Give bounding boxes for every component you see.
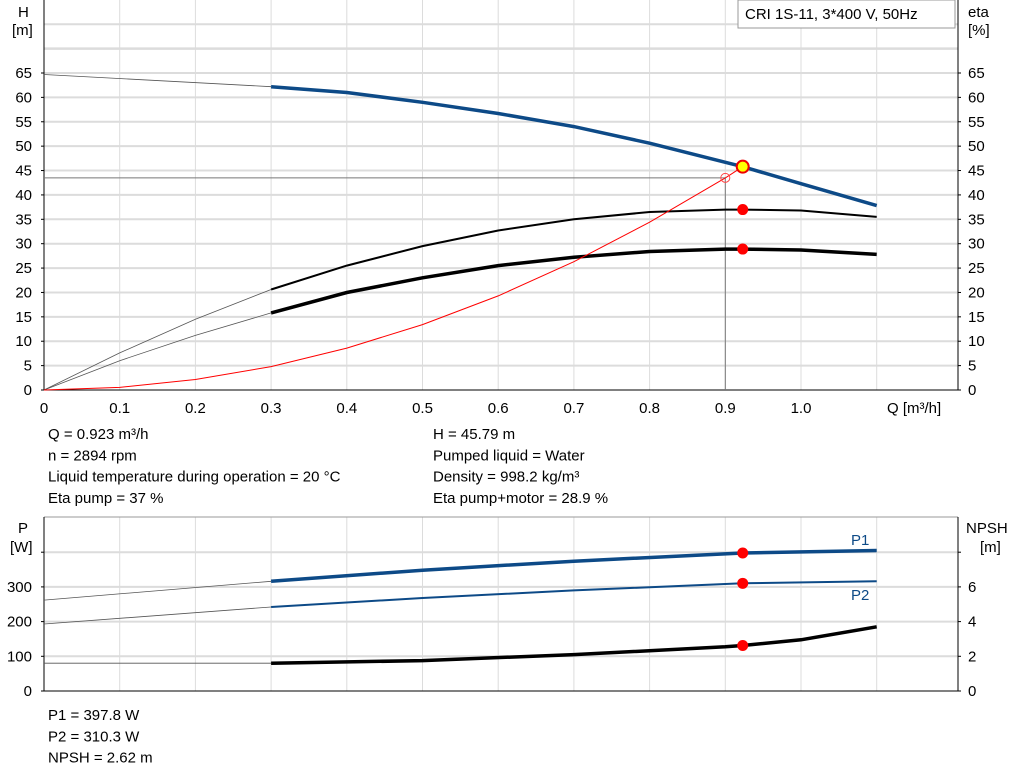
p1-curve-thin <box>43 580 272 601</box>
info-text: Eta pump = 37 % <box>48 490 164 507</box>
eta-pump-motor-point <box>737 243 749 255</box>
info-text: Liquid temperature during operation = 20… <box>48 469 341 486</box>
y-tick-label: 55 <box>15 114 32 131</box>
y-tick-label: 25 <box>15 260 32 277</box>
p2-curve-thin <box>43 606 272 625</box>
x-tick-label: 1.0 <box>791 400 812 417</box>
y-tick-label: 0 <box>24 382 32 399</box>
npsh-axis-label: NPSH <box>966 520 1008 537</box>
info-text: Q = 0.923 m³/h <box>48 426 148 443</box>
x-tick-label: 0.6 <box>488 400 509 417</box>
y-tick-label: 50 <box>15 138 32 155</box>
npsh-curve <box>271 625 877 665</box>
y2-tick-label: 30 <box>968 236 985 253</box>
x-tick-label: 0.5 <box>412 400 433 417</box>
y2-axis-label: eta <box>968 4 990 21</box>
npsh-tick-label: 6 <box>968 579 976 596</box>
x-tick-label: 0.8 <box>639 400 660 417</box>
info-text: Pumped liquid = Water <box>433 447 585 464</box>
eta-pump-curve-thin <box>43 289 272 391</box>
y2-tick-label: 65 <box>968 65 985 82</box>
info-text: H = 45.79 m <box>433 426 515 443</box>
p2-curve <box>271 580 877 608</box>
y-tick-label: 15 <box>15 309 32 326</box>
y2-tick-label: 45 <box>968 163 985 180</box>
eta-pump-motor-curve <box>270 247 877 315</box>
p-axis-label: P <box>18 520 28 537</box>
p-axis-unit: [W] <box>10 539 33 556</box>
info-text: Density = 998.2 kg/m³ <box>433 469 579 486</box>
info-text: n = 2894 rpm <box>48 447 137 464</box>
y2-tick-label: 0 <box>968 382 976 399</box>
title-box <box>737 0 956 29</box>
y2-tick-label: 35 <box>968 211 985 228</box>
info-text: Eta pump+motor = 28.9 % <box>433 490 608 507</box>
p-tick-label: 0 <box>24 683 32 700</box>
y-axis-label: H <box>18 4 29 21</box>
eta-pump-point <box>737 204 749 216</box>
reference-point-marker <box>720 172 731 183</box>
npsh-tick-label: 2 <box>968 648 976 665</box>
H-curve <box>270 84 878 208</box>
npsh-operating-point <box>737 640 749 652</box>
x-tick-label: 0.4 <box>336 400 357 417</box>
x-axis-label: Q [m³/h] <box>887 400 941 417</box>
y2-tick-label: 15 <box>968 309 985 326</box>
info-text: P2 = 310.3 W <box>48 728 140 745</box>
y2-tick-label: 55 <box>968 114 985 131</box>
x-tick-label: 0.2 <box>185 400 206 417</box>
npsh-tick-label: 0 <box>968 683 976 700</box>
x-tick-label: 0 <box>40 400 48 417</box>
p1-curve <box>270 548 877 584</box>
npsh-axis-unit: [m] <box>980 539 1001 556</box>
p-tick-label: 200 <box>7 614 32 631</box>
x-tick-label: 0.9 <box>715 400 736 417</box>
y-tick-label: 65 <box>15 65 32 82</box>
y-tick-label: 35 <box>15 211 32 228</box>
y2-axis-unit: [%] <box>968 22 990 39</box>
p-tick-label: 300 <box>7 579 32 596</box>
x-tick-label: 0.1 <box>109 400 130 417</box>
system-curve-curve <box>43 166 743 391</box>
y-tick-label: 20 <box>15 284 32 301</box>
y2-tick-label: 5 <box>968 358 976 375</box>
info-text: P1 = 397.8 W <box>48 707 140 724</box>
y-tick-label: 40 <box>15 187 32 204</box>
y-tick-label: 5 <box>24 358 32 375</box>
operating-point-marker <box>735 159 750 174</box>
p1-operating-point <box>737 547 749 559</box>
info-text: NPSH = 2.62 m <box>48 750 153 767</box>
y2-tick-label: 20 <box>968 284 985 301</box>
y2-tick-label: 10 <box>968 333 985 350</box>
H-curve-thin <box>43 74 272 88</box>
x-tick-label: 0.3 <box>261 400 282 417</box>
y-tick-label: 30 <box>15 236 32 253</box>
p2-operating-point <box>737 577 749 589</box>
p-tick-label: 100 <box>7 648 32 665</box>
p2-legend-label: P2 <box>851 587 869 604</box>
y-tick-label: 45 <box>15 163 32 180</box>
y2-tick-label: 25 <box>968 260 985 277</box>
eta-pump-curve <box>270 208 877 291</box>
y2-tick-label: 40 <box>968 187 985 204</box>
title-box-text: CRI 1S-11, 3*400 V, 50Hz <box>745 6 918 23</box>
x-tick-label: 0.7 <box>563 400 584 417</box>
y-axis-unit: [m] <box>12 22 33 39</box>
y-tick-label: 10 <box>15 333 32 350</box>
p1-legend-label: P1 <box>851 532 869 549</box>
y-tick-label: 60 <box>15 89 32 106</box>
y2-tick-label: 60 <box>968 89 985 106</box>
eta-pump-motor-curve-thin <box>43 312 272 391</box>
npsh-tick-label: 4 <box>968 614 976 631</box>
y2-tick-label: 50 <box>968 138 985 155</box>
